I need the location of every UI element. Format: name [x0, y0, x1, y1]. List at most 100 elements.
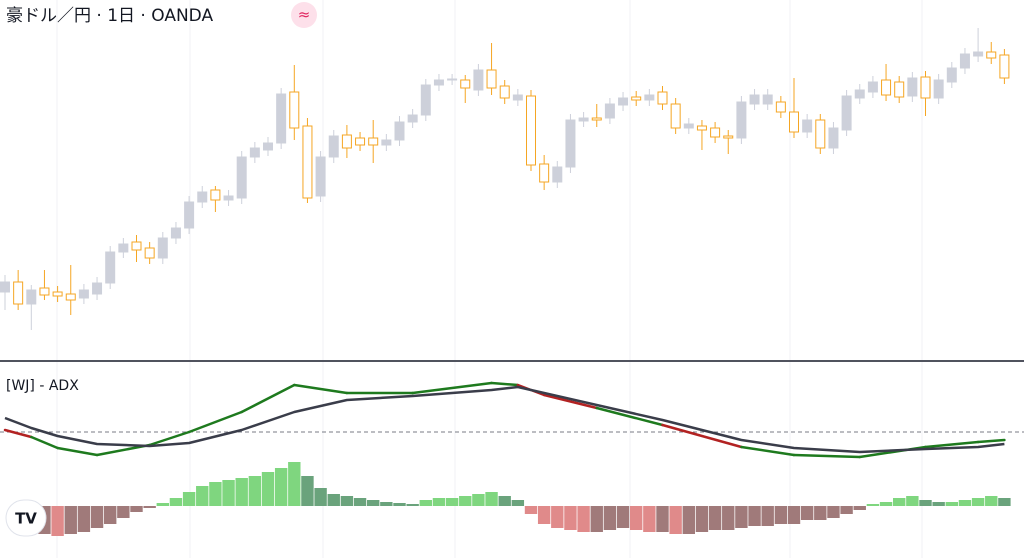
histogram-bar	[314, 488, 327, 506]
histogram-bar	[537, 506, 551, 524]
histogram-bar	[248, 476, 262, 506]
histogram-bar	[985, 496, 998, 506]
candle-body	[355, 137, 366, 146]
histogram-bar	[261, 472, 275, 506]
histogram-bar	[774, 506, 788, 524]
candle-body	[473, 69, 484, 91]
histogram-bar	[393, 503, 406, 506]
candle-body	[631, 96, 642, 101]
histogram-bar	[288, 462, 301, 506]
histogram-bar	[274, 468, 288, 506]
candle-body	[749, 94, 760, 105]
histogram-bar	[814, 506, 827, 520]
histogram-bar	[827, 506, 840, 518]
chart-title: 豪ドル／円 · 1日 · OANDA	[6, 5, 213, 26]
histogram-bar	[695, 506, 709, 532]
candle-body	[578, 117, 589, 122]
candle-body	[999, 54, 1010, 79]
candle-body	[499, 85, 510, 99]
histogram-bar	[301, 476, 314, 506]
candle-body	[841, 95, 852, 131]
adx-segment	[148, 430, 191, 447]
badge[interactable]: ≈	[298, 6, 311, 24]
candle-body	[263, 142, 273, 151]
candle-body	[407, 114, 418, 123]
histogram-bar	[472, 494, 485, 506]
adx-segment	[740, 445, 796, 457]
histogram-bar	[235, 478, 248, 506]
adx-segment	[411, 381, 493, 395]
candle-body	[420, 84, 431, 116]
candle-body	[341, 134, 352, 149]
candle-body	[26, 289, 37, 305]
histogram-bar	[485, 492, 498, 506]
indicator-title: [WJ] - ADX	[6, 378, 79, 394]
histogram-bar	[524, 506, 538, 514]
candle-body	[894, 81, 905, 98]
histogram-bar	[682, 506, 695, 534]
histogram-bar	[156, 503, 169, 506]
candle-body	[604, 103, 615, 119]
histogram-bar	[104, 506, 117, 524]
candle-body	[197, 191, 208, 203]
histogram-bar	[222, 480, 235, 506]
candle-body	[644, 94, 655, 101]
histogram-bar	[853, 506, 866, 510]
histogram-bar	[445, 498, 459, 506]
histogram-bar	[432, 498, 446, 506]
histogram-bar	[564, 506, 577, 530]
candle-body	[565, 119, 576, 168]
logo[interactable]: TV	[5, 499, 47, 537]
adx-segment	[661, 423, 743, 449]
adx-segment	[240, 383, 296, 414]
histogram-bar	[196, 486, 209, 506]
candle-body	[223, 195, 234, 201]
candle-body	[13, 281, 24, 305]
adx-segment	[3, 428, 33, 439]
histogram-bar	[893, 498, 906, 506]
adx-segment	[595, 406, 664, 427]
histogram-bar	[143, 506, 156, 508]
svg-text:TV: TV	[15, 510, 37, 528]
candle-body	[657, 91, 668, 105]
candle-body	[210, 189, 221, 201]
badge-bg[interactable]	[291, 2, 317, 28]
histogram-bar	[64, 506, 77, 534]
candle-body	[854, 89, 865, 99]
histogram-bar	[656, 506, 669, 532]
histogram-bar	[643, 506, 656, 532]
candle-body	[131, 241, 142, 251]
candle-body	[946, 67, 957, 83]
candle-body	[39, 287, 50, 296]
candle-body	[710, 127, 721, 138]
candle-body	[670, 103, 681, 129]
histogram-bar	[722, 506, 735, 530]
histogram-bar	[406, 504, 419, 506]
candle-body	[973, 51, 984, 57]
candle-body	[460, 79, 471, 89]
candle-body	[486, 69, 497, 89]
histogram-bar	[998, 498, 1011, 506]
di-line	[4, 385, 1005, 454]
adx-segment	[187, 410, 243, 434]
candle-body	[144, 247, 155, 259]
candle-body	[315, 156, 326, 197]
histogram-bar	[919, 500, 932, 506]
candle-body	[433, 79, 444, 86]
adx-segment	[792, 453, 861, 459]
candle-body	[394, 121, 405, 141]
candle-body	[52, 291, 63, 297]
histogram-bar	[367, 500, 380, 506]
candle-body	[276, 93, 287, 144]
candle-body	[65, 293, 76, 301]
histogram-bar	[866, 504, 880, 506]
histogram-bar	[971, 498, 985, 506]
histogram-bar	[906, 496, 919, 506]
adx-segment	[924, 440, 980, 449]
histogram-bar	[90, 506, 104, 528]
histogram-bar	[708, 506, 722, 530]
candle-body	[802, 119, 813, 133]
candle-body	[302, 125, 313, 199]
histogram-bar	[77, 506, 91, 532]
